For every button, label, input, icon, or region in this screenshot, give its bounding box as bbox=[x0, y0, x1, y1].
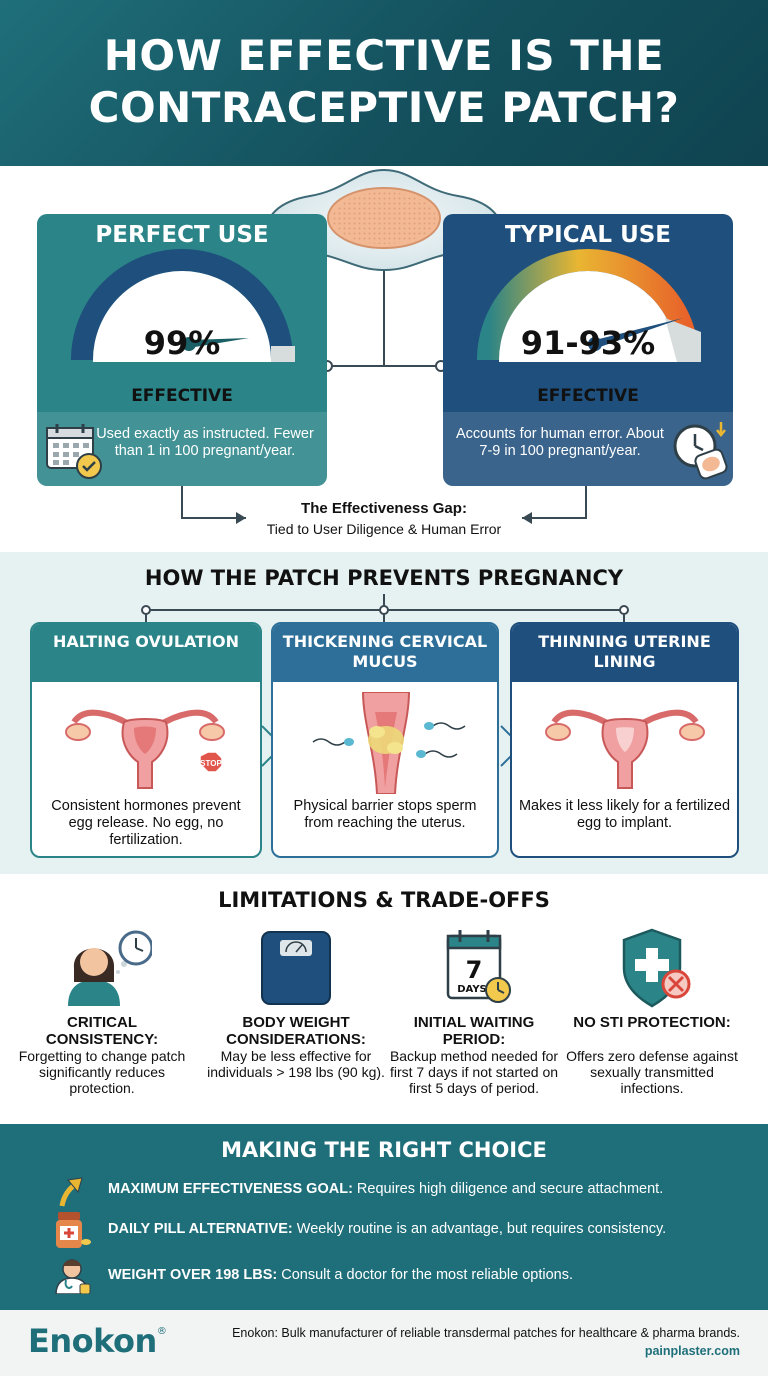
mechanism-section: HOW THE PATCH PREVENTS PREGNANCY HALTING… bbox=[0, 552, 768, 874]
footer-url[interactable]: painplaster.com bbox=[644, 1344, 740, 1358]
choice-section: MAKING THE RIGHT CHOICE MAXIMUM EFFECTIV… bbox=[0, 1124, 768, 1310]
effectiveness-section: PERFECT USE 99% EFFECTIVE bbox=[0, 166, 768, 552]
footer-note: Enokon: Bulk manufacturer of reliable tr… bbox=[232, 1326, 740, 1340]
clock-patch-icon bbox=[673, 422, 728, 480]
choice-text: WEIGHT OVER 198 LBS: Consult a doctor fo… bbox=[108, 1267, 573, 1283]
perfect-use-card: PERFECT USE 99% EFFECTIVE bbox=[37, 214, 327, 486]
choice-row-pill: DAILY PILL ALTERNATIVE: Weekly routine i… bbox=[52, 1212, 748, 1248]
mechanism-card-text: Physical barrier stops sperm from reachi… bbox=[293, 798, 477, 831]
choice-row-weight: WEIGHT OVER 198 LBS: Consult a doctor fo… bbox=[52, 1258, 748, 1294]
mechanism-card-title: THINNING UTERINE LINING bbox=[538, 632, 711, 671]
limitation-text: Backup method needed for first 7 days if… bbox=[389, 1048, 559, 1096]
mechanism-card-mucus: THICKENING CERVICAL MUCUS Physical barri… bbox=[271, 622, 499, 858]
choice-title: MAKING THE RIGHT CHOICE bbox=[221, 1138, 547, 1162]
mechanism-card-title: THICKENING CERVICAL MUCUS bbox=[282, 632, 488, 671]
mechanism-card-header: HALTING OVULATION bbox=[32, 624, 260, 682]
shield-cross-icon bbox=[622, 928, 691, 1008]
mechanism-card-ovulation: HALTING OVULATION STOP Consistent hormon… bbox=[30, 622, 262, 858]
mechanism-card-title: HALTING OVULATION bbox=[52, 632, 240, 651]
limitation-waiting-period: 7 DAYS INITIAL WAITING PERIOD: Backup me… bbox=[384, 928, 564, 1118]
page-title: HOW EFFECTIVE IS THE CONTRACEPTIVE PATCH… bbox=[88, 31, 680, 132]
person-clock-icon bbox=[68, 930, 152, 1006]
perfect-use-info: Used exactly as instructed. Fewer than 1… bbox=[37, 412, 327, 486]
limitation-title: CRITICAL CONSISTENCY: bbox=[45, 1014, 159, 1048]
perfect-use-effective-label: EFFECTIVE bbox=[131, 386, 233, 406]
brand-logo: Enokon® bbox=[28, 1322, 167, 1360]
limitation-title: BODY WEIGHT CONSIDERATIONS: bbox=[226, 1014, 366, 1048]
typical-use-card: TYPICAL USE 91-93% EFFECTIVE bbox=[443, 214, 733, 486]
limitation-text: Offers zero defense against sexually tra… bbox=[566, 1048, 738, 1096]
typical-use-title: TYPICAL USE bbox=[504, 222, 672, 248]
limitation-text: Forgetting to change patch significantly… bbox=[18, 1048, 186, 1096]
limitation-sti: NO STI PROTECTION: Offers zero defense a… bbox=[562, 928, 742, 1118]
mechanism-card-header: THICKENING CERVICAL MUCUS bbox=[273, 624, 497, 682]
perfect-use-percent: 99% bbox=[143, 324, 221, 362]
mechanism-card-lining: THINNING UTERINE LINING Makes it less li… bbox=[510, 622, 739, 858]
choice-bold: WEIGHT OVER 198 LBS: bbox=[108, 1267, 278, 1283]
choice-detail: Requires high diligence and secure attac… bbox=[352, 1181, 664, 1197]
mechanism-title: HOW THE PATCH PREVENTS PREGNANCY bbox=[144, 566, 624, 590]
choice-text: DAILY PILL ALTERNATIVE: Weekly routine i… bbox=[108, 1221, 666, 1237]
typical-use-info-text: Accounts for human error. About 7-9 in 1… bbox=[456, 426, 664, 459]
limitation-title: INITIAL WAITING PERIOD: bbox=[413, 1014, 535, 1048]
header-banner: HOW EFFECTIVE IS THE CONTRACEPTIVE PATCH… bbox=[0, 0, 768, 166]
mechanism-card-text: Makes it less likely for a fertilized eg… bbox=[518, 798, 731, 831]
uterus-lining-icon bbox=[545, 709, 705, 789]
perfect-use-gauge bbox=[71, 249, 295, 362]
limitations-section: LIMITATIONS & TRADE-OFFS CRITICAL CONSIS… bbox=[0, 874, 768, 1124]
arrow-up-icon bbox=[59, 1177, 83, 1207]
limitations-title: LIMITATIONS & TRADE-OFFS bbox=[218, 888, 550, 912]
calendar-7-days-icon: 7 DAYS bbox=[446, 930, 511, 1003]
calendar-number: 7 bbox=[466, 956, 483, 984]
scale-icon bbox=[261, 931, 331, 1005]
mechanism-connectors bbox=[141, 594, 629, 624]
calendar-label: DAYS bbox=[457, 984, 487, 995]
pill-bottle-icon bbox=[56, 1212, 91, 1248]
choice-detail: Consult a doctor for the most reliable o… bbox=[277, 1267, 573, 1283]
perfect-use-title: PERFECT USE bbox=[95, 222, 269, 248]
typical-use-effective-label: EFFECTIVE bbox=[537, 386, 639, 406]
choice-text: MAXIMUM EFFECTIVENESS GOAL: Requires hig… bbox=[108, 1181, 663, 1197]
choice-bold: DAILY PILL ALTERNATIVE: bbox=[108, 1221, 293, 1237]
limitation-body-weight: BODY WEIGHT CONSIDERATIONS: May be less … bbox=[206, 928, 386, 1118]
limitation-title: NO STI PROTECTION: bbox=[573, 1014, 731, 1031]
uterus-stop-icon: STOP bbox=[65, 709, 225, 789]
choice-bold: MAXIMUM EFFECTIVENESS GOAL: bbox=[108, 1181, 353, 1197]
typical-use-percent: 91-93% bbox=[520, 324, 656, 362]
typical-use-info: Accounts for human error. About 7-9 in 1… bbox=[443, 412, 733, 486]
choice-row-effectiveness: MAXIMUM EFFECTIVENESS GOAL: Requires hig… bbox=[52, 1172, 748, 1207]
mechanism-card-text: Consistent hormones prevent egg release.… bbox=[51, 798, 241, 848]
brand-name: Enokon bbox=[28, 1322, 157, 1360]
stop-sign-label: STOP bbox=[200, 759, 222, 768]
choice-detail: Weekly routine is an advantage, but requ… bbox=[292, 1221, 667, 1237]
effectiveness-gap-subtitle: Tied to User Diligence & Human Error bbox=[266, 521, 502, 537]
effectiveness-gap-title: The Effectiveness Gap: bbox=[301, 500, 467, 517]
mechanism-card-header: THINNING UTERINE LINING bbox=[512, 624, 737, 682]
cervix-sperm-icon bbox=[312, 692, 466, 794]
footer: Enokon® Enokon: Bulk manufacturer of rel… bbox=[0, 1310, 768, 1376]
doctor-icon bbox=[55, 1259, 91, 1294]
limitation-consistency: CRITICAL CONSISTENCY: Forgetting to chan… bbox=[12, 928, 192, 1118]
limitation-text: May be less effective for individuals > … bbox=[207, 1048, 385, 1080]
registered-mark: ® bbox=[156, 1326, 167, 1337]
typical-use-gauge bbox=[477, 249, 701, 362]
calendar-check-icon bbox=[46, 424, 102, 479]
perfect-use-info-text: Used exactly as instructed. Fewer than 1… bbox=[96, 426, 314, 459]
